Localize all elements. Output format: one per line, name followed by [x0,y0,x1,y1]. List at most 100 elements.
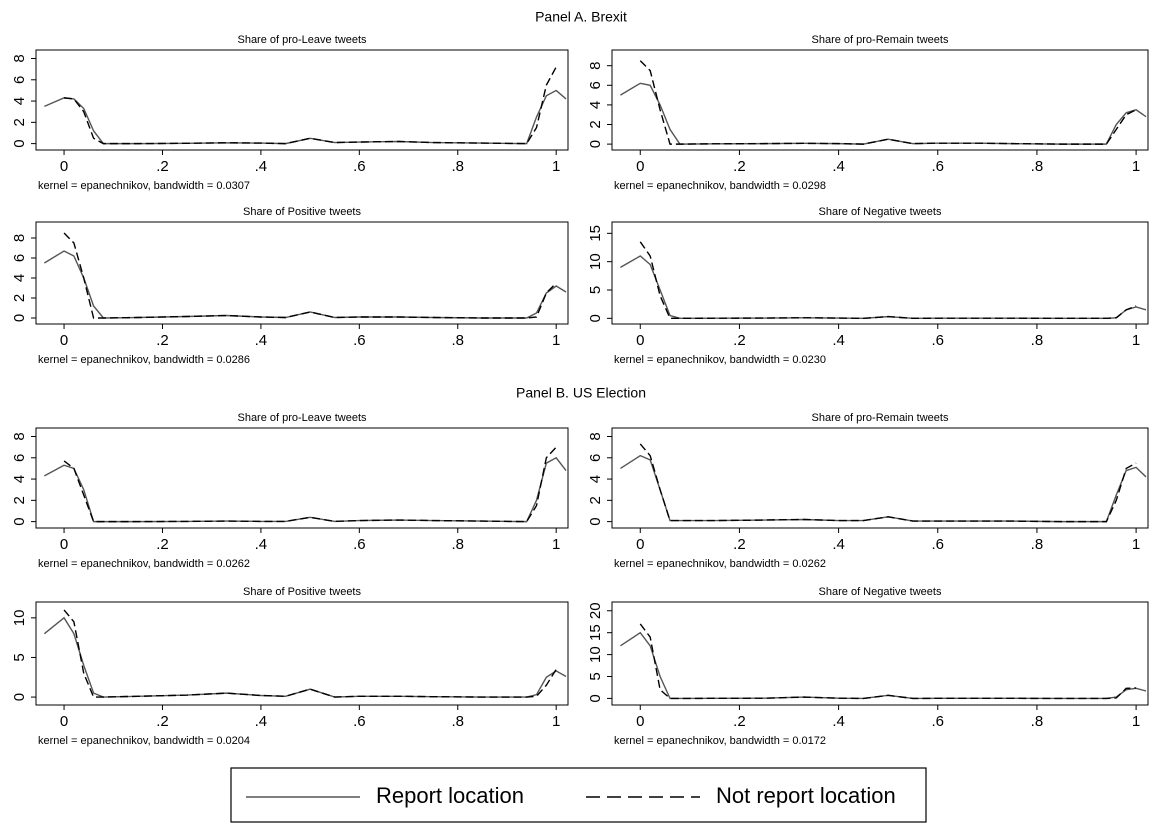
chart-title: Share of pro-Leave tweets [237,412,367,424]
x-tick-label: .8 [452,713,465,730]
y-tick-label: 0 [587,314,604,322]
density-line [639,443,1137,523]
density-line [620,631,1147,700]
x-tick-label: .4 [255,713,268,730]
legend-label: Not report location [716,783,896,808]
y-tick-label: 6 [587,81,604,89]
y-tick-label: 8 [11,432,28,440]
x-tick-label: .4 [255,536,268,553]
kernel-note: kernel = epanechnikov, bandwidth = 0.026… [614,558,826,570]
x-tick-label: .6 [353,158,366,175]
x-tick-label: .2 [733,332,746,349]
x-tick-label: .6 [932,332,945,349]
y-tick-label: 5 [11,653,28,661]
y-tick-label: 4 [11,274,28,282]
y-tick-label: 4 [587,101,604,109]
kernel-note: kernel = epanechnikov, bandwidth = 0.030… [38,180,250,192]
density-line [63,609,557,698]
x-tick-label: .8 [1031,536,1044,553]
y-tick-label: 6 [11,254,28,262]
y-tick-label: 2 [587,120,604,128]
chart-title: Share of Positive tweets [243,206,362,218]
density-line [639,60,1137,145]
x-tick-label: .4 [255,158,268,175]
x-tick-label: .2 [733,536,746,553]
kernel-note: kernel = epanechnikov, bandwidth = 0.023… [614,354,826,366]
chart-title: Share of pro-Leave tweets [237,34,367,46]
x-tick-label: 1 [552,536,560,553]
y-tick-label: 8 [587,62,604,70]
x-tick-label: .8 [1031,332,1044,349]
y-tick-label: 4 [587,475,604,483]
x-tick-label: 1 [1132,536,1140,553]
x-tick-label: 1 [1132,332,1140,349]
x-tick-label: 0 [636,536,644,553]
y-tick-label: 5 [587,672,604,680]
kernel-note: kernel = epanechnikov, bandwidth = 0.029… [614,180,826,192]
x-tick-label: .8 [452,332,465,349]
y-tick-label: 2 [11,118,28,126]
density-line [43,616,567,698]
y-tick-label: 6 [587,454,604,462]
x-tick-label: .6 [932,158,945,175]
chart-title: Share of Negative tweets [819,206,942,218]
x-tick-label: .4 [832,158,845,175]
x-tick-label: 1 [552,158,560,175]
density-line [44,89,567,145]
y-tick-label: 4 [11,475,28,483]
kernel-note: kernel = epanechnikov, bandwidth = 0.028… [38,354,250,366]
y-tick-label: 0 [11,517,28,525]
y-tick-label: 0 [11,693,28,701]
plot-frame [35,601,569,706]
panel-title: Panel A. Brexit [535,9,627,25]
x-tick-label: .6 [353,713,366,730]
density-line [44,250,567,319]
legend-box [230,767,927,823]
x-tick-label: 1 [552,332,560,349]
y-tick-label: 0 [587,694,604,702]
x-tick-label: .4 [832,713,845,730]
y-tick-label: 8 [11,234,28,242]
chart-title: Share of Negative tweets [819,586,942,598]
panel-title: Panel B. US Election [516,385,646,401]
x-tick-label: 0 [636,713,644,730]
x-tick-label: 1 [552,713,560,730]
x-tick-label: .6 [353,332,366,349]
x-tick-label: .2 [156,536,169,553]
x-tick-label: .6 [353,536,366,553]
y-tick-label: 15 [587,225,604,242]
x-tick-label: 0 [60,536,68,553]
y-tick-label: 0 [587,140,604,148]
x-tick-label: .4 [255,332,268,349]
plot-frame [35,49,569,151]
chart-title: Share of pro-Remain tweets [812,412,949,424]
kernel-note: kernel = epanechnikov, bandwidth = 0.020… [38,735,250,747]
x-tick-label: .2 [156,332,169,349]
density-line [639,241,1137,320]
x-tick-label: .2 [733,158,746,175]
y-tick-label: 2 [587,496,604,504]
y-tick-label: 2 [11,496,28,504]
plot-frame [611,49,1149,151]
x-tick-label: .8 [452,536,465,553]
y-tick-label: 10 [587,253,604,270]
y-tick-label: 10 [11,610,28,627]
legend-label: Report location [376,783,524,808]
plot-frame [35,427,569,529]
chart-title: Share of Positive tweets [243,586,362,598]
y-tick-label: 8 [11,54,28,62]
plot-frame [611,601,1149,706]
y-tick-label: 15 [587,624,604,641]
plot-frame [611,427,1149,529]
plot-frame [35,221,569,325]
y-tick-label: 10 [587,646,604,663]
x-tick-label: 0 [60,332,68,349]
density-line [639,623,1137,700]
y-tick-label: 0 [11,314,28,322]
kernel-note: kernel = epanechnikov, bandwidth = 0.017… [614,735,826,747]
x-tick-label: 0 [60,158,68,175]
density-line [44,456,567,523]
x-tick-label: .6 [932,713,945,730]
y-tick-label: 8 [587,432,604,440]
